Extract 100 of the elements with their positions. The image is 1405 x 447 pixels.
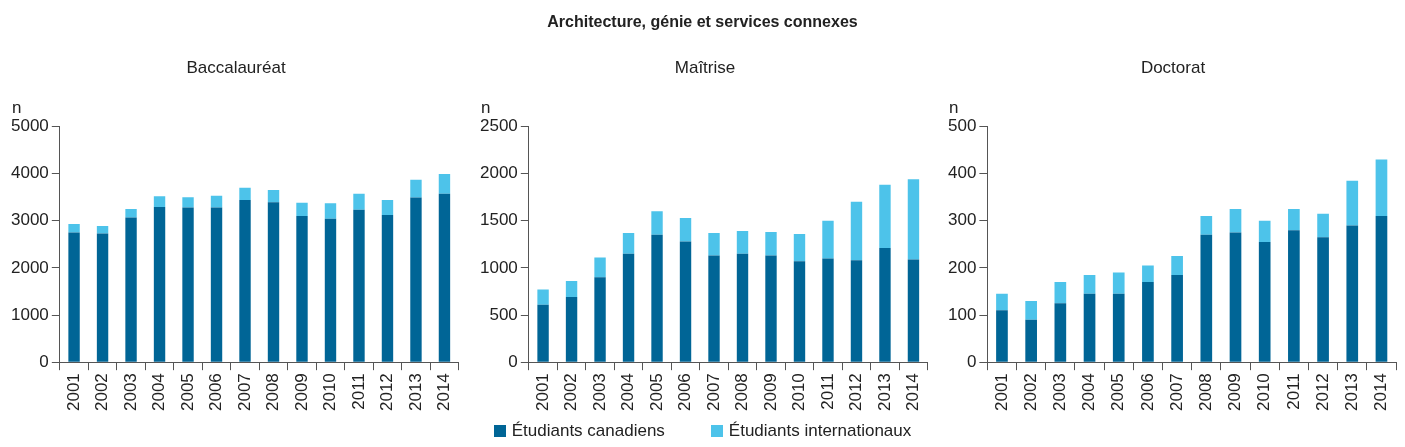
bar <box>1142 282 1154 362</box>
y-tick-label: 2000 <box>479 163 518 183</box>
y-axis-title: n <box>949 97 959 117</box>
chart-subtitle: Maîtrise <box>674 57 735 77</box>
bar <box>1200 216 1213 235</box>
bar <box>622 232 634 254</box>
text: Architecture, génie et services connexes <box>547 13 858 31</box>
y-tick-label: 300 <box>947 210 977 230</box>
legend-label: Étudiants internationaux <box>727 421 912 441</box>
y-tick-label: 4000 <box>10 163 49 183</box>
bar <box>536 289 549 305</box>
x-tick-label: 2001 <box>532 373 552 412</box>
bar <box>1346 225 1359 362</box>
bar <box>736 253 748 362</box>
x-tick-label: 2005 <box>177 373 197 412</box>
x-tick-label: 2007 <box>1166 373 1186 412</box>
bar <box>565 297 577 362</box>
x-tick-label: 2003 <box>589 373 609 412</box>
bar <box>153 196 166 208</box>
x-tick-label: 2006 <box>206 373 226 412</box>
bar <box>821 258 834 362</box>
x-tick-label: 2004 <box>617 373 637 412</box>
x-tick-label: 2009 <box>760 373 780 412</box>
x-tick-label: 2010 <box>1254 373 1274 412</box>
bar <box>907 259 919 362</box>
y-tick-label: 400 <box>947 163 977 183</box>
x-tick-label: 2004 <box>149 373 169 412</box>
y-tick-label: 200 <box>947 257 977 277</box>
bar <box>679 241 691 362</box>
bar <box>821 220 834 259</box>
bar <box>1054 282 1067 304</box>
bar <box>1375 216 1388 362</box>
bar <box>1229 208 1242 233</box>
bar <box>381 199 394 216</box>
y-tick-label: 1500 <box>479 210 518 230</box>
bar <box>793 261 805 362</box>
bar <box>353 193 365 210</box>
x-tick-label: 2012 <box>1312 373 1332 412</box>
x-tick-label: 2002 <box>1020 373 1040 412</box>
bar <box>68 232 80 362</box>
bar <box>153 207 166 362</box>
bar <box>1054 303 1067 362</box>
y-tick-label: 5000 <box>10 116 49 136</box>
bar <box>182 197 194 208</box>
bar <box>267 190 280 203</box>
bar <box>182 207 194 362</box>
bar <box>996 293 1008 311</box>
x-tick-label: 2002 <box>560 373 580 412</box>
bar <box>410 197 422 362</box>
x-tick-label: 2006 <box>674 373 694 412</box>
x-tick-label: 2003 <box>120 373 140 412</box>
bar <box>1288 208 1300 231</box>
y-axis-title: n <box>12 97 22 117</box>
bar <box>125 217 137 362</box>
y-tick-label: 0 <box>966 351 977 371</box>
bar <box>1288 230 1300 362</box>
x-tick-label: 2006 <box>1137 373 1157 412</box>
bar <box>210 195 223 208</box>
bar <box>907 179 919 260</box>
y-tick-label: 500 <box>947 116 977 136</box>
bar <box>381 215 394 362</box>
y-tick-label: 2000 <box>10 257 49 277</box>
x-tick-label: 2013 <box>1341 373 1361 412</box>
bar <box>1200 234 1213 362</box>
x-tick-label: 2008 <box>1195 373 1215 412</box>
x-tick-label: 2008 <box>731 373 751 412</box>
bar <box>1112 272 1125 294</box>
x-tick-label: 2010 <box>788 373 808 412</box>
bar <box>707 255 720 362</box>
bar <box>239 187 251 200</box>
y-tick-label: 500 <box>488 304 518 324</box>
bar <box>239 199 251 362</box>
bar <box>1346 180 1359 226</box>
bar <box>565 281 577 298</box>
x-tick-label: 2014 <box>902 373 922 412</box>
bar <box>850 201 862 261</box>
bar <box>96 225 109 234</box>
y-tick-label: 0 <box>507 351 518 371</box>
bar <box>764 255 777 362</box>
y-axis-title: n <box>480 97 490 117</box>
bar <box>996 310 1008 362</box>
bar <box>68 224 80 233</box>
bar <box>296 202 308 216</box>
x-tick-label: 2011 <box>1283 373 1303 410</box>
bar <box>125 208 137 218</box>
bar <box>210 207 223 362</box>
bar <box>1229 232 1242 362</box>
bar <box>622 253 634 362</box>
y-tick-label: 3000 <box>10 210 49 230</box>
bar <box>1171 256 1183 275</box>
x-tick-label: 2002 <box>92 373 112 412</box>
x-tick-label: 2012 <box>845 373 865 412</box>
bar <box>410 179 422 198</box>
y-tick-label: 1000 <box>479 257 518 277</box>
bar <box>707 232 720 256</box>
bar <box>1112 293 1125 362</box>
bar <box>438 193 451 362</box>
bar <box>1375 159 1388 216</box>
bar <box>324 218 337 362</box>
x-tick-label: 2003 <box>1050 373 1070 412</box>
